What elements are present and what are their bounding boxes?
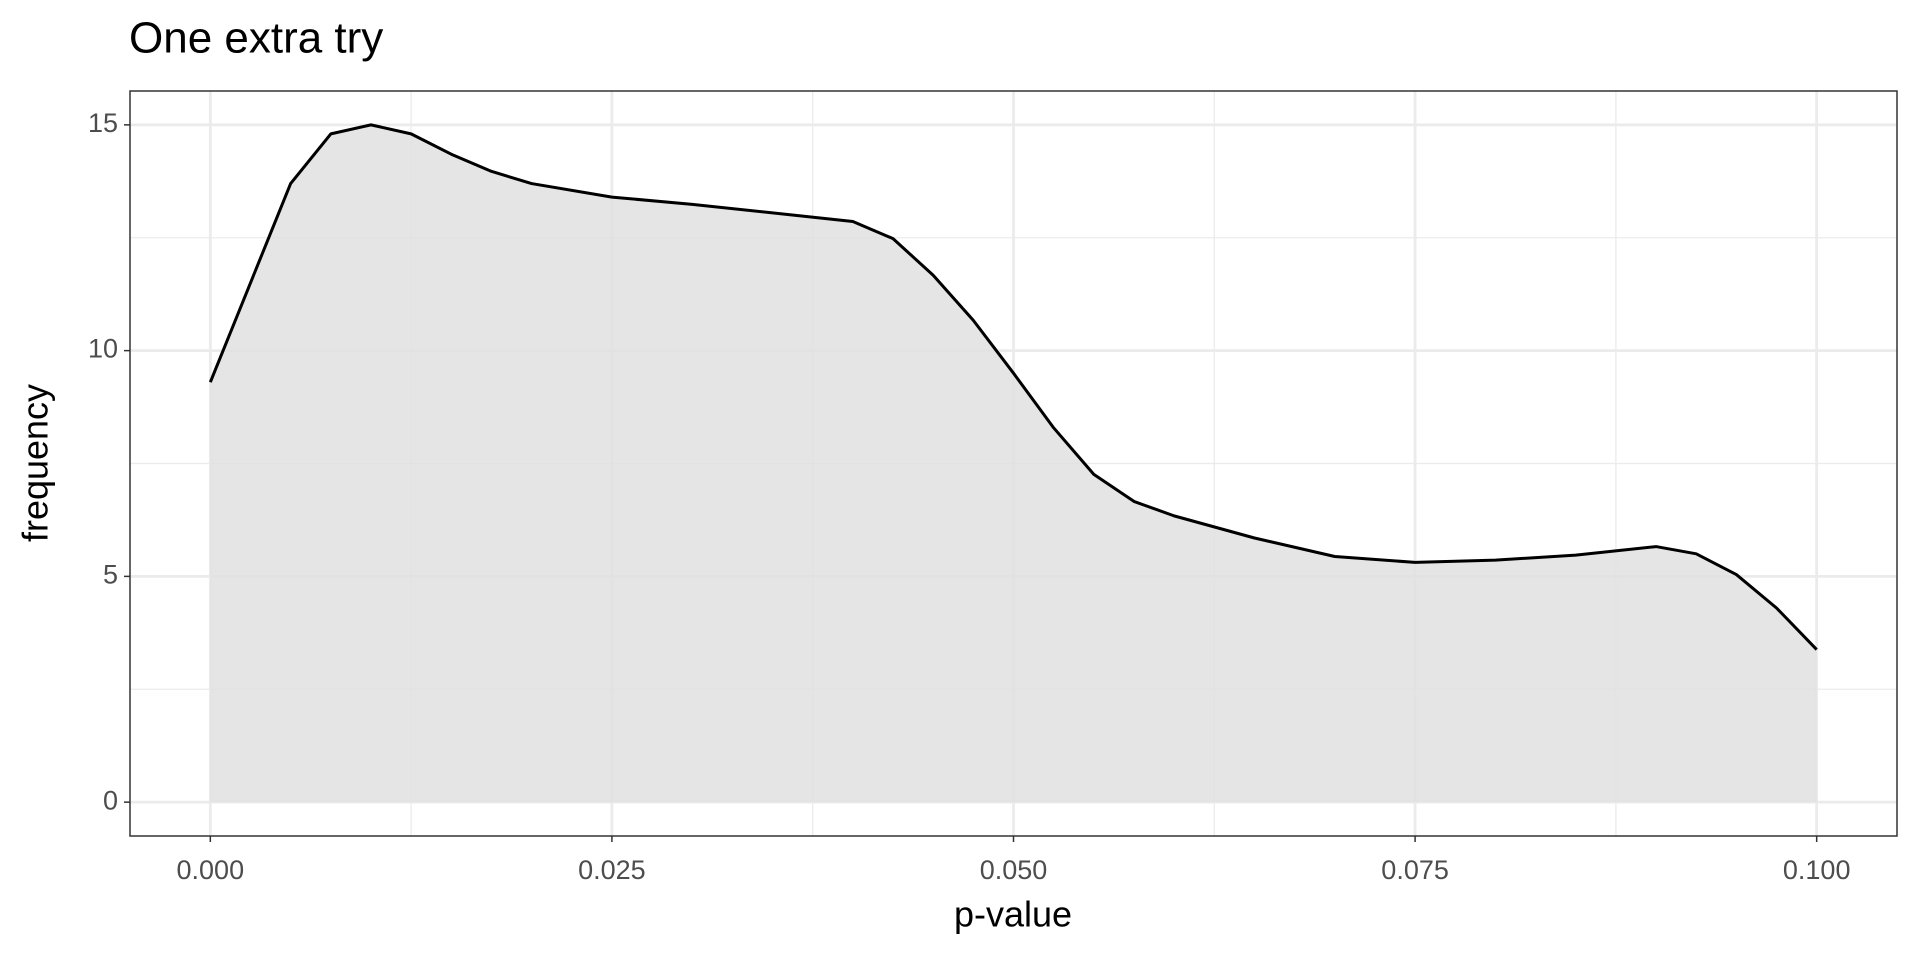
x-tick-label: 0.025 [578,855,646,885]
density-line [208,123,1818,651]
x-tick-label: 0.000 [177,855,245,885]
x-tick-label: 0.050 [980,855,1048,885]
area-fill [210,124,1817,803]
y-axis-title: frequency [15,384,56,542]
y-tick-label: 5 [103,560,118,590]
y-tick-label: 10 [88,334,118,364]
y-tick-label: 0 [103,785,118,815]
plot-border [129,90,1898,837]
y-tick-label: 15 [88,108,118,138]
x-tick-label: 0.100 [1783,855,1851,885]
x-axis-title: p-value [954,894,1072,935]
chart-title: One extra try [129,14,383,63]
x-tick-label: 0.075 [1381,855,1449,885]
